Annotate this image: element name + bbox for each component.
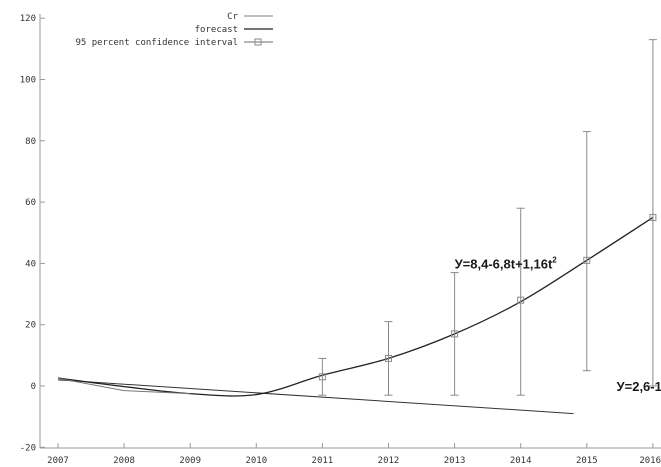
y-tick-label: 100 [20,76,36,86]
y-tick-label: 20 [25,321,36,331]
x-tick-label: 2016 [639,456,661,466]
legend-label: forecast [195,25,238,35]
x-tick-label: 2010 [245,456,267,466]
linear-trend-line [57,379,574,415]
y-tick-label: 0 [31,382,36,392]
plot-frame [39,14,661,449]
x-axis: 2007 2008 2009 2010 2011 2012 2013 2014 2015 2016 [47,443,661,466]
annotations: У=8,4-6,8t+1,16t2 У=2,6-1,04t [455,255,661,394]
linear-equation-label: У=2,6-1,04t [617,379,661,394]
forecast-line [57,216,654,397]
x-tick-label: 2008 [113,456,135,466]
legend-label: Cr [227,12,238,22]
x-tick-label: 2013 [444,456,466,466]
ci-point-marker [451,330,459,338]
y-tick-label: 120 [20,14,36,24]
ci-point-marker [649,213,657,221]
legend-swatch-marker [254,38,262,46]
quadratic-equation-label: У=8,4-6,8t+1,16t2 [455,255,558,271]
x-tick-label: 2011 [312,456,334,466]
x-tick-label: 2014 [510,456,532,466]
legend-label: 95 percent confidence interval [75,38,238,48]
ci-point-marker [517,296,525,304]
plot-area [57,39,657,415]
x-tick-label: 2015 [576,456,598,466]
x-tick-label: 2012 [378,456,400,466]
y-axis: -20 0 20 40 60 80 100 120 [20,14,45,453]
y-tick-label: 40 [25,259,36,269]
y-tick-label: -20 [20,443,36,453]
x-tick-label: 2007 [47,456,69,466]
ci-point-marker [583,256,591,264]
legend: Cr forecast 95 percent confidence interval [75,12,273,48]
y-tick-label: 60 [25,198,36,208]
ci-point-marker [385,354,392,362]
x-tick-label: 2009 [179,456,201,466]
cr-line [57,377,191,395]
y-tick-label: 80 [25,137,36,147]
ci-point-marker [318,373,326,381]
